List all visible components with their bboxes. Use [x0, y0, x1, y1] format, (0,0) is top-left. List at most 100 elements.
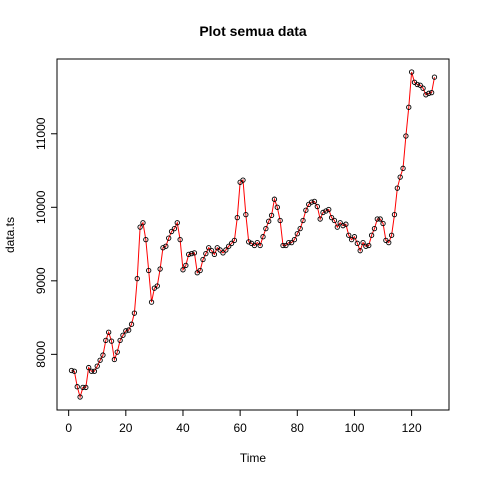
data-point [360, 239, 366, 246]
data-point [103, 337, 109, 344]
data-point [140, 220, 146, 226]
data-point [220, 250, 226, 256]
data-line [71, 71, 435, 399]
data-point [328, 214, 335, 221]
data-point [317, 216, 323, 222]
data-point [197, 267, 203, 274]
data-point [188, 250, 195, 257]
data-point [208, 248, 215, 254]
data-point [134, 275, 140, 282]
data-point [400, 165, 406, 171]
data-point [388, 232, 395, 238]
data-point [168, 228, 175, 235]
data-point [277, 217, 283, 224]
data-point [86, 364, 92, 371]
data-point [111, 356, 118, 363]
data-point [406, 104, 412, 110]
x-tick-label: 0 [65, 421, 72, 435]
data-point [374, 216, 380, 222]
data-point [211, 251, 218, 258]
data-point [114, 349, 120, 355]
data-point [274, 204, 280, 210]
data-point [297, 225, 303, 232]
data-point [217, 247, 223, 253]
data-point [320, 209, 326, 216]
data-point [183, 262, 189, 269]
data-point [228, 240, 235, 246]
data-point [97, 357, 103, 363]
data-point [268, 212, 275, 219]
data-point [157, 266, 163, 272]
x-tick-label: 20 [119, 421, 133, 435]
data-point [186, 251, 192, 258]
data-point [108, 338, 115, 344]
data-point [286, 239, 292, 246]
data-point [203, 250, 209, 257]
data-point [254, 239, 260, 246]
data-point [154, 283, 160, 289]
data-point [340, 223, 346, 229]
data-point [263, 225, 269, 232]
data-point [137, 224, 143, 230]
data-point [80, 384, 86, 391]
data-point [426, 90, 432, 96]
data-point [331, 217, 338, 224]
data-point [294, 231, 300, 237]
data-point [100, 352, 106, 358]
data-point [131, 310, 138, 316]
y-tick-label: 10000 [34, 190, 48, 224]
data-point [300, 217, 306, 224]
data-point [326, 206, 332, 213]
data-point [417, 82, 423, 88]
data-point [128, 321, 135, 327]
data-point [243, 211, 249, 218]
data-point [371, 225, 378, 232]
data-point [88, 368, 95, 374]
y-axis-label: data.ts [3, 217, 17, 253]
data-point [223, 247, 229, 253]
data-point [91, 368, 98, 374]
data-point [414, 81, 420, 88]
data-point [431, 74, 438, 80]
x-tick-label: 100 [344, 421, 364, 435]
data-point [308, 199, 315, 205]
data-point [177, 236, 183, 243]
data-point [366, 242, 372, 249]
data-point [206, 245, 212, 251]
data-point [166, 235, 172, 241]
y-tick-label: 11000 [34, 117, 48, 150]
data-point [117, 337, 123, 344]
x-axis-label: Time [240, 451, 267, 465]
data-point [226, 243, 232, 249]
data-point [291, 236, 298, 243]
data-point [251, 242, 258, 249]
data-point [343, 221, 349, 227]
data-point [397, 174, 403, 180]
data-point [408, 69, 415, 75]
data-point [148, 299, 155, 305]
data-point [123, 328, 129, 334]
data-point [146, 267, 152, 274]
data-point [323, 208, 329, 214]
data-point [357, 248, 363, 254]
data-point [337, 220, 343, 226]
data-point [386, 239, 392, 246]
data-point [403, 133, 409, 139]
data-point [428, 89, 435, 96]
data-point [303, 207, 309, 213]
data-point [160, 245, 166, 251]
data-point [266, 218, 272, 224]
data-point [120, 332, 126, 338]
data-point [126, 327, 132, 333]
data-point [394, 185, 400, 191]
plot-box [56, 58, 450, 411]
data-point [423, 92, 429, 98]
y-tick-label: 8000 [34, 341, 48, 368]
data-point [234, 214, 240, 221]
data-point [288, 239, 295, 246]
data-point [391, 211, 398, 218]
data-point [311, 198, 318, 205]
data-point [351, 234, 358, 240]
data-point [420, 85, 426, 91]
